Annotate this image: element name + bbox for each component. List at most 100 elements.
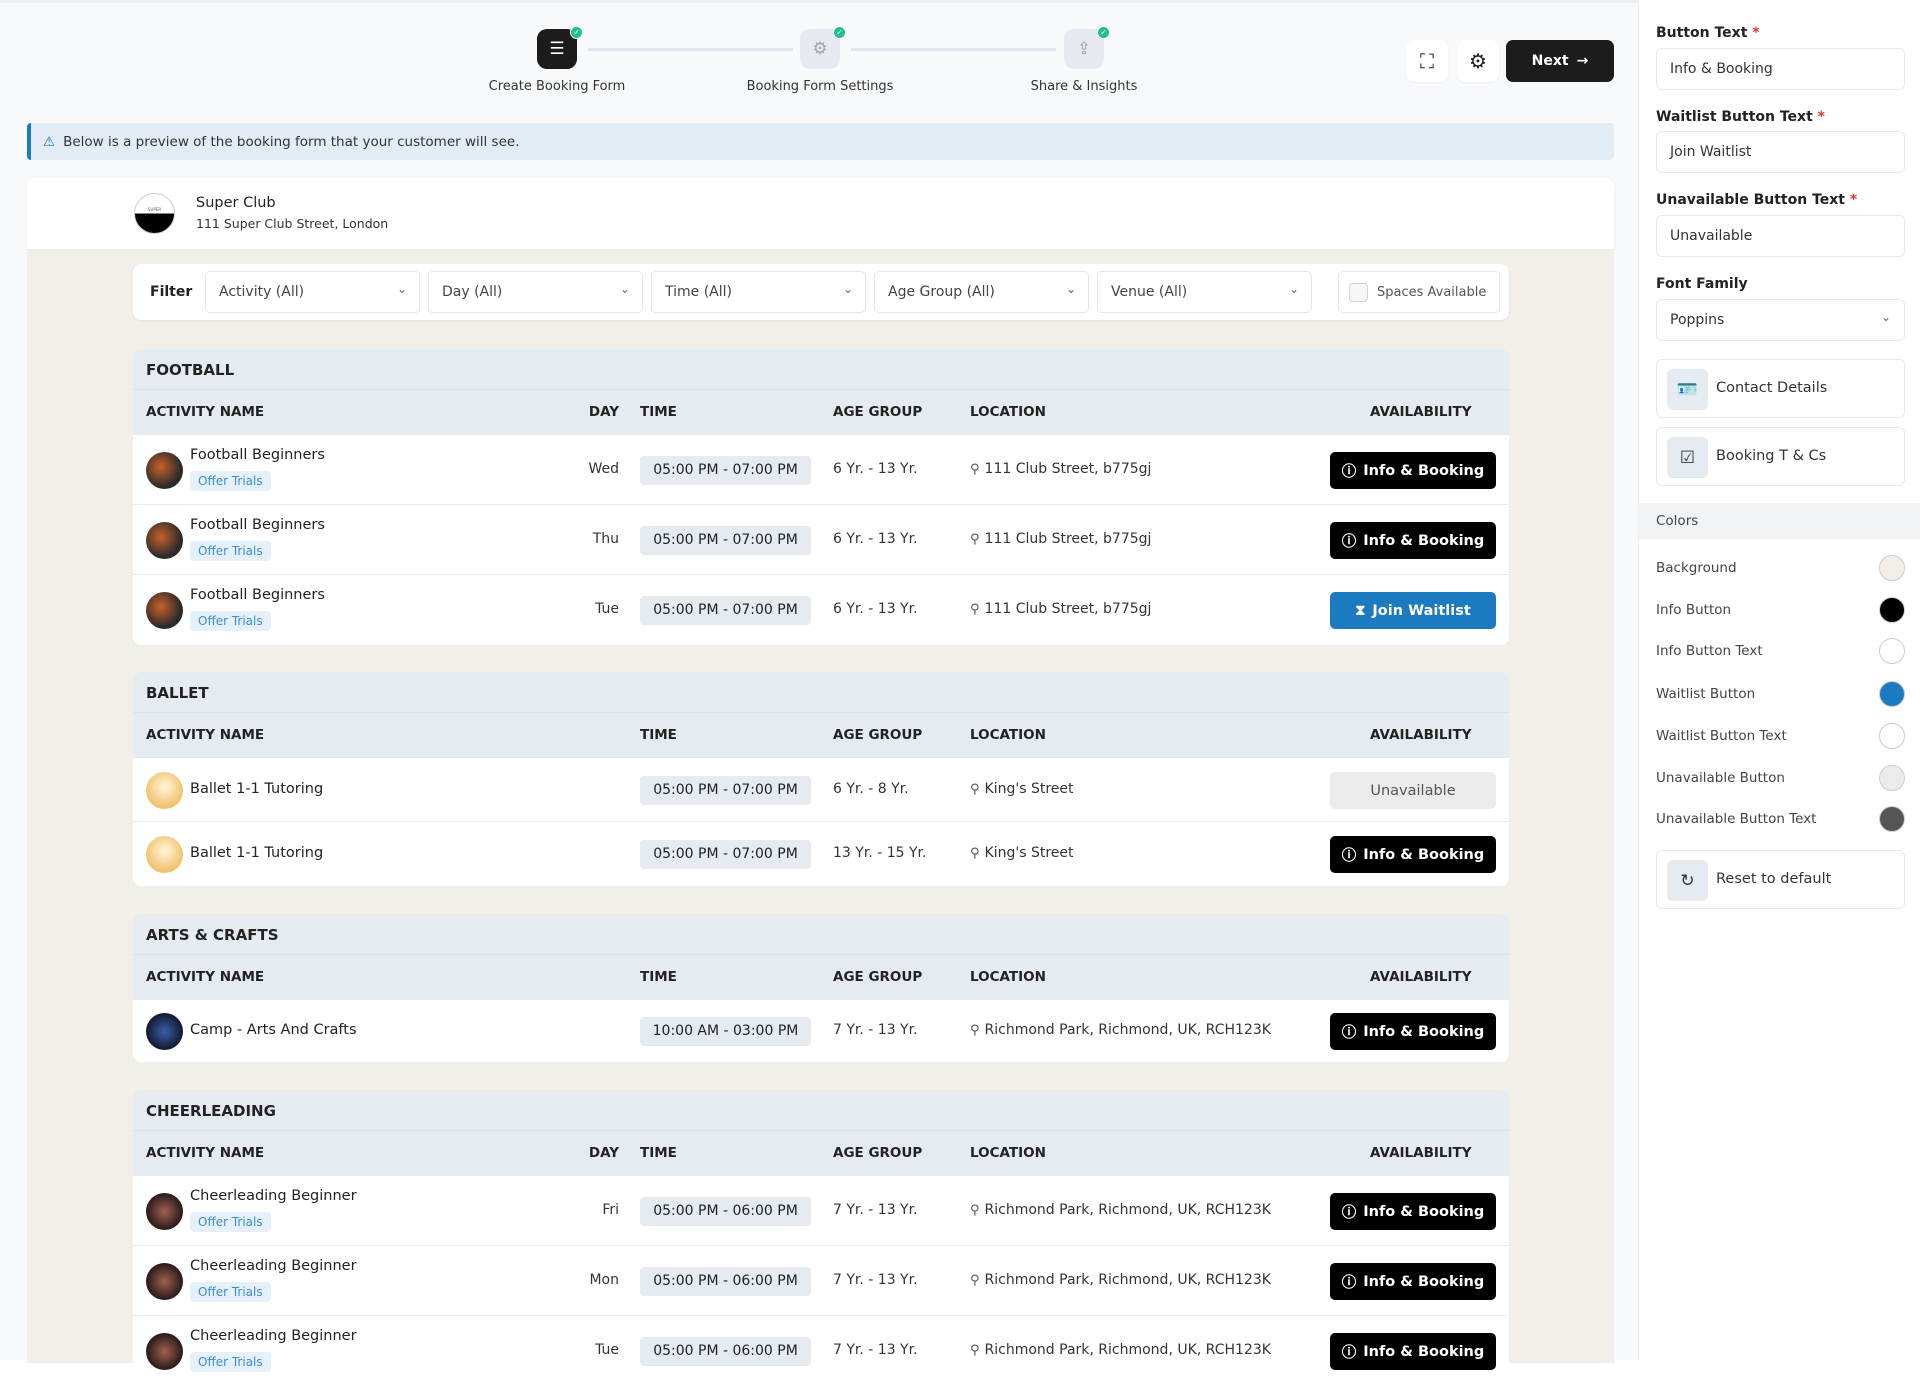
filter-label: Filter <box>150 284 193 300</box>
next-button[interactable]: Next → <box>1506 40 1614 82</box>
color-swatch[interactable] <box>1879 597 1905 623</box>
color-swatch[interactable] <box>1879 765 1905 791</box>
color-swatch[interactable] <box>1879 638 1905 664</box>
chevron-down-icon: ⌄ <box>619 282 630 296</box>
info-icon: ⓘ <box>1341 1025 1357 1041</box>
chevron-down-icon: ⌄ <box>396 282 407 296</box>
activity-filter-select[interactable]: Activity (All) ⌄ <box>205 271 420 313</box>
spaces-available-label: Spaces Available <box>1377 285 1487 300</box>
colors-heading: Colors <box>1639 503 1920 539</box>
activity-name[interactable]: Cheerleading Beginner <box>190 1328 357 1344</box>
activity-name[interactable]: Camp - Arts And Crafts <box>190 1022 357 1038</box>
offer-trials-badge: Offer Trials <box>190 471 271 491</box>
time-pill: 05:00 PM - 07:00 PM <box>640 776 811 805</box>
info-booking-button[interactable]: ⓘ Info & Booking <box>1330 452 1496 489</box>
info-icon: ⓘ <box>1341 1205 1357 1221</box>
info-booking-button[interactable]: ⓘ Info & Booking <box>1330 1013 1496 1050</box>
button-label: Info & Booking <box>1363 846 1485 863</box>
location-pin-icon: ⚲ <box>970 1023 980 1038</box>
step-label: Share & Insights <box>1030 79 1138 94</box>
checkbox-document-icon: ☑ <box>1667 437 1708 478</box>
chevron-down-icon: ⌄ <box>1065 282 1076 296</box>
reset-to-default-button[interactable]: ↻ Reset to default <box>1656 850 1905 909</box>
location: ⚲ Richmond Park, Richmond, UK, RCH123K <box>970 1202 1271 1218</box>
time-pill: 05:00 PM - 07:00 PM <box>640 596 811 625</box>
button-text-input[interactable]: Info & Booking <box>1656 48 1905 90</box>
settings-button[interactable]: ⚙ <box>1457 40 1499 82</box>
day-filter-select[interactable]: Day (All) ⌄ <box>428 271 643 313</box>
info-icon: ⓘ <box>1341 534 1357 550</box>
activity-name[interactable]: Football Beginners <box>190 517 325 533</box>
fullscreen-button[interactable]: ⛶ <box>1406 40 1448 82</box>
info-booking-button[interactable]: ⓘ Info & Booking <box>1330 836 1496 873</box>
venue-filter-select[interactable]: Venue (All) ⌄ <box>1097 271 1312 313</box>
step-share-insights[interactable]: ⇪ ✓ <box>1064 26 1110 69</box>
info-booking-button[interactable]: ⓘ Info & Booking <box>1330 1193 1496 1230</box>
location-text: 111 Club Street, b775gj <box>984 531 1152 547</box>
activity-name[interactable]: Ballet 1-1 Tutoring <box>190 845 324 861</box>
waitlist-button-text-input[interactable]: Join Waitlist <box>1656 131 1905 173</box>
section-title: CHEERLEADING <box>133 1090 1509 1131</box>
offer-trials-badge: Offer Trials <box>190 1352 271 1372</box>
color-setting-info-button-text: Info Button Text <box>1656 638 1905 664</box>
step-create-booking-form[interactable]: ☰ ✓ <box>537 26 583 69</box>
location-text: 111 Club Street, b775gj <box>984 461 1152 477</box>
age-group: 7 Yr. - 13 Yr. <box>833 1272 918 1288</box>
color-swatch[interactable] <box>1879 806 1905 832</box>
button-label: Join Waitlist <box>1372 602 1471 619</box>
contact-details-label: Contact Details <box>1716 380 1828 396</box>
booking-tcs-label: Booking T & Cs <box>1716 448 1827 464</box>
activity-section: CHEERLEADING ACTIVITY NAME DAY TIME AGE GROU… <box>133 1090 1509 1386</box>
club-name: Super Club <box>196 195 276 211</box>
color-swatch[interactable] <box>1879 723 1905 749</box>
font-family-select[interactable]: Poppins ⌄ <box>1656 299 1905 341</box>
button-label: Info & Booking <box>1363 1273 1485 1290</box>
location: ⚲ King's Street <box>970 845 1074 861</box>
table-row: Football Beginners Offer Trials Thu 05:00 P… <box>133 505 1509 575</box>
step-booking-form-settings[interactable]: ⚙ ✓ <box>800 26 846 69</box>
unavailable-button-text-input[interactable]: Unavailable <box>1656 215 1905 257</box>
offer-trials-badge: Offer Trials <box>190 1212 271 1232</box>
activity-name[interactable]: Cheerleading Beginner <box>190 1188 357 1204</box>
button-label: Info & Booking <box>1363 1203 1485 1220</box>
waitlist-button-text-label: Waitlist Button Text * <box>1656 109 1825 125</box>
activity-section: FOOTBALL ACTIVITY NAME DAY TIME AGE GROUP LOC… <box>133 349 1509 645</box>
activity-name[interactable]: Football Beginners <box>190 447 325 463</box>
location-text: 111 Club Street, b775gj <box>984 601 1152 617</box>
info-banner: ⚠ Below is a preview of the booking form … <box>27 123 1614 160</box>
spaces-available-checkbox[interactable]: Spaces Available <box>1338 271 1500 313</box>
time-pill: 10:00 AM - 03:00 PM <box>640 1017 811 1046</box>
step-label: Booking Form Settings <box>746 79 894 94</box>
stepper-connector <box>588 48 793 51</box>
time-filter-select[interactable]: Time (All) ⌄ <box>651 271 866 313</box>
info-booking-button[interactable]: ⓘ Info & Booking <box>1330 1333 1496 1370</box>
select-value: Age Group (All) <box>888 284 995 300</box>
activity-name[interactable]: Football Beginners <box>190 587 325 603</box>
button-label: Info & Booking <box>1363 532 1485 549</box>
age-group-filter-select[interactable]: Age Group (All) ⌄ <box>874 271 1089 313</box>
font-family-label: Font Family <box>1656 276 1748 292</box>
info-booking-button[interactable]: ⓘ Info & Booking <box>1330 1263 1496 1300</box>
location-pin-icon: ⚲ <box>970 1273 980 1288</box>
table-row: Cheerleading Beginner Offer Trials Tue 05:0… <box>133 1316 1509 1386</box>
column-header-time: TIME <box>640 1145 677 1161</box>
location-pin-icon: ⚲ <box>970 1203 980 1218</box>
check-icon: ✓ <box>570 26 583 39</box>
table-header: ACTIVITY NAME TIME AGE GROUP LOCATION AVAILA… <box>133 713 1509 758</box>
info-icon: ⓘ <box>1341 848 1357 864</box>
activity-name[interactable]: Ballet 1-1 Tutoring <box>190 781 324 797</box>
location-text: Richmond Park, Richmond, UK, RCH123K <box>984 1272 1271 1288</box>
color-setting-background: Background <box>1656 555 1905 581</box>
join-waitlist-button[interactable]: ⧗ Join Waitlist <box>1330 592 1496 629</box>
booking-tcs-button[interactable]: ☑ Booking T & Cs <box>1656 427 1905 486</box>
checkbox[interactable] <box>1349 283 1368 302</box>
activity-name[interactable]: Cheerleading Beginner <box>190 1258 357 1274</box>
color-swatch[interactable] <box>1879 681 1905 707</box>
info-booking-button[interactable]: ⓘ Info & Booking <box>1330 522 1496 559</box>
activity-thumbnail <box>146 772 183 809</box>
column-header-day: DAY <box>588 404 619 420</box>
age-group: 7 Yr. - 13 Yr. <box>833 1202 918 1218</box>
contact-details-button[interactable]: 🪪 Contact Details <box>1656 359 1905 418</box>
color-setting-unavailable-button-text: Unavailable Button Text <box>1656 806 1905 832</box>
color-swatch[interactable] <box>1879 555 1905 581</box>
